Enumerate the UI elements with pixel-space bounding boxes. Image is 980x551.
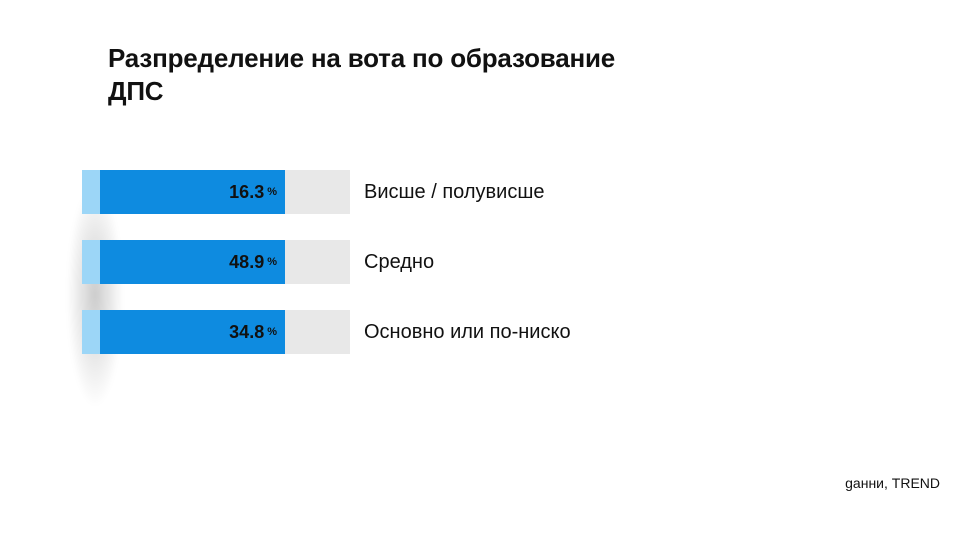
bar-label: Основно или по-ниско [364, 310, 571, 354]
bar-cap [82, 170, 100, 214]
bar-value-suffix: % [267, 186, 277, 198]
bar-value: 34.8% [100, 310, 285, 354]
bar-value-number: 48.9 [229, 252, 264, 273]
bar-value-suffix: % [267, 256, 277, 268]
data-credit: gанни, TREND [845, 475, 940, 491]
title-line-2: ДПС [108, 75, 615, 108]
bar-value: 16.3% [100, 170, 285, 214]
bar-cap [82, 240, 100, 284]
bar-value-suffix: % [267, 326, 277, 338]
chart-title: Разпределение на вота по образование ДПС [108, 42, 615, 107]
bar-value-number: 34.8 [229, 322, 264, 343]
chart-canvas: Разпределение на вота по образование ДПС… [0, 0, 980, 551]
bar-value-number: 16.3 [229, 182, 264, 203]
title-line-1: Разпределение на вота по образование [108, 42, 615, 75]
bar-value: 48.9% [100, 240, 285, 284]
bar-label: Висше / полувисше [364, 170, 545, 214]
bar-cap [82, 310, 100, 354]
bar-label: Средно [364, 240, 434, 284]
